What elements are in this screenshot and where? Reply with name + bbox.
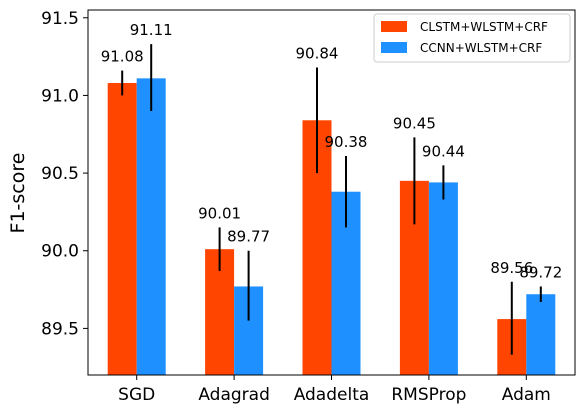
error-bars-layer xyxy=(121,44,542,355)
legend-label-clstm: CLSTM+WLSTM+CRF xyxy=(420,20,548,34)
bar-sgd-series-1 xyxy=(107,83,137,375)
data-label-rmsprop-series-1: 90.45 xyxy=(393,114,436,132)
y-tick-label: 91.0 xyxy=(41,86,79,106)
bars-layer xyxy=(107,78,556,375)
x-tick-label-adam: Adam xyxy=(502,385,551,405)
legend-swatch-clstm xyxy=(381,21,407,32)
data-labels-layer: 91.08 91.11 90.01 89.77 90.84 90.38 90.45 90.44… xyxy=(101,21,563,281)
data-label-sgd-series-2: 91.11 xyxy=(130,21,173,39)
x-tick-label-sgd: SGD xyxy=(118,385,155,405)
data-label-sgd-series-1: 91.08 xyxy=(101,48,144,66)
y-tick-label: 89.5 xyxy=(41,319,79,339)
y-axis: 89.5 90.0 90.5 91.0 91.5 xyxy=(41,9,88,339)
data-label-adagrad-series-1: 90.01 xyxy=(198,204,241,222)
data-label-adadelta-series-1: 90.84 xyxy=(296,44,339,62)
data-label-rmsprop-series-2: 90.44 xyxy=(422,142,465,160)
x-tick-label-rmsprop: RMSProp xyxy=(391,385,466,405)
x-tick-label-adadelta: Adadelta xyxy=(294,385,370,405)
y-tick-label: 90.0 xyxy=(41,242,79,262)
data-label-adam-series-1: 89.56 xyxy=(490,259,533,277)
y-tick-label: 91.5 xyxy=(41,9,79,29)
bar-adam-series-2 xyxy=(526,294,556,375)
legend: CLSTM+WLSTM+CRF CCNN+WLSTM+CRF xyxy=(373,13,571,63)
bar-rmsprop-series-2 xyxy=(428,182,458,375)
x-axis: SGD Adagrad Adadelta RMSProp Adam xyxy=(118,375,551,405)
data-label-adadelta-series-2: 90.38 xyxy=(325,133,368,151)
bar-sgd-series-2 xyxy=(136,78,166,375)
x-tick-label-adagrad: Adagrad xyxy=(198,385,270,405)
data-label-adam-series-2: 89.72 xyxy=(519,263,562,281)
legend-box xyxy=(373,13,571,63)
data-label-adagrad-series-2: 89.77 xyxy=(227,228,270,246)
y-tick-label: 90.5 xyxy=(41,164,79,184)
legend-label-ccnn: CCNN+WLSTM+CRF xyxy=(420,41,542,55)
legend-swatch-ccnn xyxy=(381,42,407,53)
y-axis-label: F1-score xyxy=(7,153,29,234)
